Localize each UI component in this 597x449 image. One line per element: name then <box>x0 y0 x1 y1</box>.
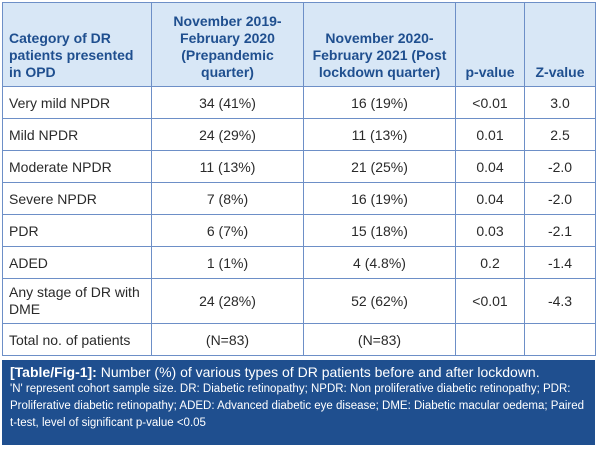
table-caption: [Table/Fig-1]: Number (%) of various typ… <box>2 360 595 445</box>
header-row: Category of DR patients presented in OPD… <box>2 2 596 87</box>
prepandemic-value: (N=83) <box>151 323 304 356</box>
prepandemic-value: 34 (41%) <box>151 86 304 119</box>
prepandemic-value: 6 (7%) <box>151 214 304 247</box>
header-z-value: Z-value <box>524 2 596 87</box>
p-value: <0.01 <box>455 278 525 324</box>
row-category: Very mild NPDR <box>2 86 152 119</box>
post-lockdown-value: 21 (25%) <box>303 150 456 183</box>
table-row: Severe NPDR 7 (8%) 16 (19%) 0.04 -2.0 <box>2 182 596 215</box>
post-lockdown-value: 16 (19%) <box>303 86 456 119</box>
header-category: Category of DR patients presented in OPD <box>2 2 152 87</box>
p-value: 0.03 <box>455 214 525 247</box>
table-row: Mild NPDR 24 (29%) 11 (13%) 0.01 2.5 <box>2 118 596 151</box>
z-value: -1.4 <box>524 246 596 279</box>
row-category: Mild NPDR <box>2 118 152 151</box>
z-value: -2.0 <box>524 150 596 183</box>
post-lockdown-value: 52 (62%) <box>303 278 456 324</box>
z-value: -4.3 <box>524 278 596 324</box>
table-row: ADED 1 (1%) 4 (4.8%) 0.2 -1.4 <box>2 246 596 279</box>
header-prepandemic: November 2019-February 2020 (Prepandemic… <box>151 2 304 87</box>
p-value: 0.01 <box>455 118 525 151</box>
p-value: 0.04 <box>455 182 525 215</box>
row-category: ADED <box>2 246 152 279</box>
p-value: 0.04 <box>455 150 525 183</box>
dr-patients-table: Category of DR patients presented in OPD… <box>2 2 596 356</box>
caption-notes: 'N' represent cohort sample size. DR: Di… <box>10 383 585 429</box>
prepandemic-value: 24 (28%) <box>151 278 304 324</box>
header-p-value: p-value <box>455 2 525 87</box>
table-row: PDR 6 (7%) 15 (18%) 0.03 -2.1 <box>2 214 596 247</box>
z-value <box>524 323 596 356</box>
post-lockdown-value: 15 (18%) <box>303 214 456 247</box>
caption-title: Number (%) of various types of DR patien… <box>96 364 540 380</box>
prepandemic-value: 1 (1%) <box>151 246 304 279</box>
table-row: Very mild NPDR 34 (41%) 16 (19%) <0.01 3… <box>2 86 596 119</box>
prepandemic-value: 24 (29%) <box>151 118 304 151</box>
table-row: Moderate NPDR 11 (13%) 21 (25%) 0.04 -2.… <box>2 150 596 183</box>
post-lockdown-value: 16 (19%) <box>303 182 456 215</box>
row-category: Total no. of patients <box>2 323 152 356</box>
post-lockdown-value: 11 (13%) <box>303 118 456 151</box>
row-category: Severe NPDR <box>2 182 152 215</box>
post-lockdown-value: 4 (4.8%) <box>303 246 456 279</box>
caption-title-line: [Table/Fig-1]: Number (%) of various typ… <box>10 363 587 381</box>
p-value: <0.01 <box>455 86 525 119</box>
z-value: -2.1 <box>524 214 596 247</box>
header-post-lockdown: November 2020-February 2021 (Post lockdo… <box>303 2 456 87</box>
z-value: 3.0 <box>524 86 596 119</box>
table-row: Total no. of patients (N=83) (N=83) <box>2 323 596 356</box>
row-category: Any stage of DR with DME <box>2 278 152 324</box>
prepandemic-value: 11 (13%) <box>151 150 304 183</box>
prepandemic-value: 7 (8%) <box>151 182 304 215</box>
p-value <box>455 323 525 356</box>
z-value: 2.5 <box>524 118 596 151</box>
row-category: PDR <box>2 214 152 247</box>
row-category: Moderate NPDR <box>2 150 152 183</box>
p-value: 0.2 <box>455 246 525 279</box>
z-value: -2.0 <box>524 182 596 215</box>
post-lockdown-value: (N=83) <box>303 323 456 356</box>
table-row: Any stage of DR with DME 24 (28%) 52 (62… <box>2 278 596 324</box>
caption-label: [Table/Fig-1]: <box>10 364 97 380</box>
